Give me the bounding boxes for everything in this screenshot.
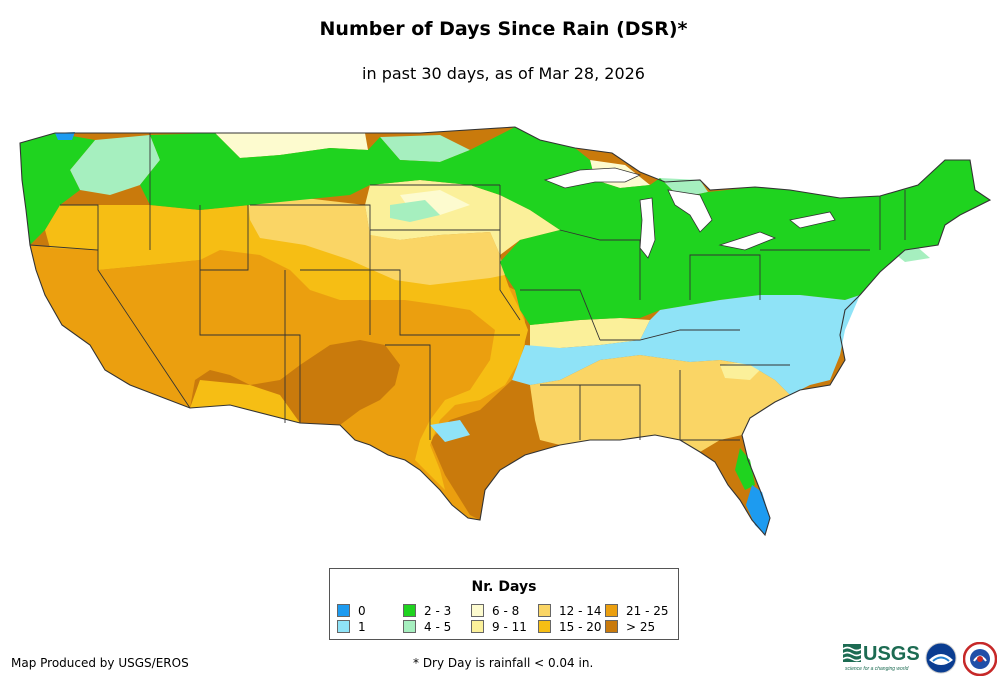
us-outline (19, 126, 992, 537)
map-subtitle: in past 30 days, as of Mar 28, 2026 (362, 64, 645, 83)
us-map (19, 126, 992, 537)
map-region-1 (430, 295, 860, 442)
lake-huron (667, 189, 713, 233)
lake-ontario (789, 211, 836, 229)
map-title: Number of Days Since Rain (DSR)* (319, 18, 688, 40)
legend-item: 0 (337, 604, 366, 618)
legend-item: 4 - 5 (403, 620, 451, 634)
map-region-6-8 (215, 133, 650, 215)
map-region-12-14 (248, 198, 790, 452)
nws-logo-icon (963, 642, 997, 676)
legend-item: 9 - 11 (471, 620, 527, 634)
map-credit: Map Produced by USGS/EROS (11, 656, 189, 670)
legend-item: 6 - 8 (471, 604, 519, 618)
state-borders (29, 133, 906, 441)
lake-erie (718, 231, 777, 251)
legend-title: Nr. Days (471, 579, 537, 595)
legend-item: > 25 (605, 620, 655, 634)
map-region-2-3 (20, 127, 990, 490)
lake-superior (543, 167, 642, 189)
legend-item: 1 (337, 620, 366, 634)
usgs-logo: USGS science for a changing world (843, 643, 920, 672)
dry-day-footnote: * Dry Day is rainfall < 0.04 in. (413, 656, 594, 670)
legend-item: 21 - 25 (605, 604, 669, 618)
legend-item: 12 - 14 (538, 604, 602, 618)
legend-item: 2 - 3 (403, 604, 451, 618)
lake-michigan (639, 197, 656, 259)
legend: Nr. Days 0 1 2 - 3 4 - 5 6 - 8 9 - 11 12… (329, 568, 679, 640)
noaa-logo-icon (925, 642, 957, 674)
legend-item: 15 - 20 (538, 620, 602, 634)
map-region-21-25 (30, 238, 525, 520)
usgs-wave-icon (843, 644, 861, 662)
